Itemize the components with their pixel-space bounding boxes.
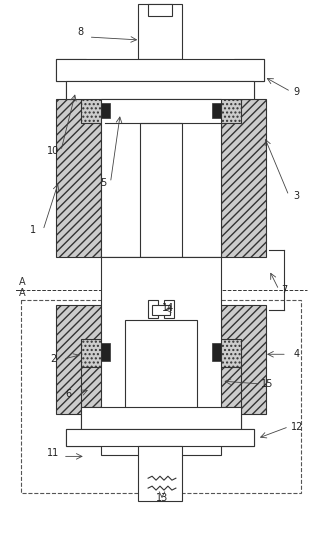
Bar: [106, 123, 140, 257]
Bar: [81, 367, 122, 409]
Bar: [148, 4, 172, 16]
Bar: [81, 99, 241, 123]
Bar: [106, 367, 125, 407]
Bar: [182, 305, 216, 339]
Bar: [81, 407, 241, 429]
Bar: [212, 104, 222, 118]
Bar: [138, 4, 182, 59]
Text: 4: 4: [294, 349, 300, 359]
Text: 14: 14: [162, 302, 174, 313]
Bar: [222, 99, 266, 257]
Text: 11: 11: [47, 448, 59, 459]
Bar: [66, 81, 254, 99]
Bar: [56, 59, 264, 81]
Bar: [106, 305, 140, 339]
Text: 6: 6: [66, 389, 72, 399]
Bar: [138, 447, 182, 501]
Bar: [182, 123, 216, 257]
Text: 8: 8: [78, 27, 84, 37]
Bar: [81, 339, 241, 367]
Bar: [56, 59, 86, 81]
Bar: [100, 257, 222, 455]
Text: 2: 2: [50, 354, 56, 364]
Bar: [56, 99, 100, 257]
Text: 7: 7: [281, 285, 287, 295]
Bar: [66, 429, 254, 447]
Text: 5: 5: [100, 178, 107, 188]
Text: 12: 12: [291, 422, 303, 431]
Bar: [125, 320, 197, 409]
Bar: [197, 367, 216, 407]
Bar: [148, 300, 158, 318]
Text: 1: 1: [30, 225, 36, 235]
Bar: [66, 429, 254, 447]
Text: A: A: [19, 288, 26, 298]
Bar: [100, 104, 110, 118]
Bar: [140, 123, 182, 257]
Bar: [212, 344, 222, 361]
Bar: [200, 367, 241, 409]
Text: 3: 3: [294, 191, 300, 201]
Bar: [81, 407, 241, 429]
Text: A: A: [19, 277, 26, 287]
Text: 10: 10: [47, 146, 59, 156]
Text: 15: 15: [261, 379, 273, 389]
Circle shape: [204, 372, 219, 386]
Text: 9: 9: [294, 87, 300, 96]
Bar: [21, 300, 301, 493]
Bar: [56, 305, 100, 414]
Bar: [152, 305, 170, 314]
Bar: [164, 300, 174, 318]
Bar: [100, 99, 222, 257]
Bar: [100, 344, 110, 361]
Circle shape: [103, 372, 118, 386]
Text: 13: 13: [156, 493, 168, 503]
Bar: [222, 305, 266, 414]
Bar: [66, 81, 254, 99]
Bar: [234, 59, 264, 81]
